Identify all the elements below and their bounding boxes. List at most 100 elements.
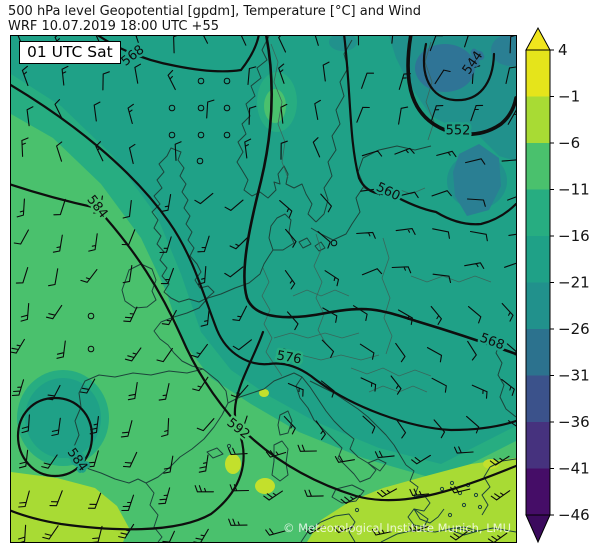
geopotential-contour-568 <box>97 36 260 73</box>
ne-cold-core <box>415 44 475 92</box>
colorbar-segment <box>526 143 550 190</box>
sw-low-cold-core <box>25 378 101 458</box>
calm-wind-circle <box>223 131 231 139</box>
calm-wind-circle <box>197 104 205 112</box>
geopotential-contour-568 <box>243 36 516 356</box>
coastline <box>295 376 377 483</box>
colorbar-arrow-bottom <box>525 514 551 544</box>
colorbar-segment <box>526 189 550 237</box>
valid-time-badge: 01 UTC Sat <box>19 41 121 64</box>
coastline <box>331 484 365 504</box>
calm-wind-circle <box>223 104 231 112</box>
calm-wind-circle <box>223 77 231 85</box>
country-border <box>261 267 283 377</box>
island-dot <box>461 502 467 508</box>
geopotential-contour-576 <box>11 83 516 432</box>
figure-subtitle: WRF 10.07.2019 18:00 UTC +55 <box>8 19 219 34</box>
calm-wind-circle <box>330 239 338 247</box>
calm-wind-circle <box>87 312 95 320</box>
colorbar-tick-label: −11 <box>558 181 590 199</box>
island-dot <box>447 512 453 518</box>
island-dot <box>354 507 360 513</box>
calm-wind-circle <box>87 345 95 353</box>
colorbar-segment <box>526 422 550 469</box>
colorbar-segment <box>526 96 550 144</box>
country-border <box>410 275 492 283</box>
colorbar-tick-label: −41 <box>558 460 590 478</box>
coastline <box>206 447 224 459</box>
colorbar-segment <box>526 375 550 423</box>
coastline <box>121 263 157 309</box>
coastline <box>380 527 516 542</box>
geopotential-contour-552 <box>406 36 516 137</box>
watermark: © Meteorological Institute Munich, LMU <box>282 521 511 535</box>
colorbar-tick-label: 4 <box>558 41 568 59</box>
warm-yellowgreen-sw <box>11 472 129 542</box>
coastline <box>315 39 353 223</box>
coastline <box>207 249 274 299</box>
coastline <box>310 157 365 241</box>
country-border <box>381 237 393 355</box>
colorbar-tick-label: −1 <box>558 88 580 106</box>
coastline <box>300 513 356 542</box>
country-border <box>350 367 432 377</box>
colorbar-tick-label: −6 <box>558 134 580 152</box>
coastline <box>405 464 445 524</box>
island-dot <box>449 480 455 486</box>
colorbar-segment <box>526 236 550 283</box>
island-dot <box>226 443 232 449</box>
colorbar-tick-label: −36 <box>558 413 590 431</box>
coastline <box>153 297 209 370</box>
island-dot <box>477 504 483 510</box>
coastline <box>227 372 303 404</box>
calm-wind-circle <box>197 77 205 85</box>
colorbar-segment <box>526 50 550 97</box>
figure-title: 500 hPa level Geopotential [gpdm], Tempe… <box>8 4 421 19</box>
island-dot <box>439 486 445 492</box>
geopotential-contour-584 <box>16 396 94 478</box>
country-border <box>270 43 289 179</box>
yellow-blob-4 <box>483 459 499 469</box>
colorbar-tick-label: −31 <box>558 367 590 385</box>
calm-wind-circle <box>197 131 205 139</box>
colorbar-tick-label: −26 <box>558 320 590 338</box>
coastline <box>407 508 429 528</box>
geopotential-contour-560 <box>343 36 516 226</box>
coastline <box>72 368 229 484</box>
coastline <box>271 440 289 482</box>
colorbar-segment <box>526 282 550 330</box>
colorbar-tick-label: −16 <box>558 227 590 245</box>
country-border <box>273 332 360 339</box>
ne-corner-cold <box>491 36 516 66</box>
small-cold-top <box>329 36 357 51</box>
temperature-colorbar: 4 −1 −6 −11 −16 −21 −26 −31 −36 −41 −46 <box>525 26 590 544</box>
country-border <box>313 233 327 345</box>
warm-yellowgreen-se <box>307 458 516 542</box>
colorbar-segment <box>526 329 550 376</box>
yellow-blob-1 <box>225 454 241 474</box>
colorbar-tick-label: −46 <box>558 506 590 524</box>
calm-wind-circle <box>168 104 176 112</box>
coastline <box>367 458 387 472</box>
contour-label-552: 552 <box>446 124 471 139</box>
yellow-blob-2 <box>255 478 275 494</box>
colorbar-tick-label: −21 <box>558 274 590 292</box>
calm-wind-circle <box>196 157 204 165</box>
coastline <box>481 466 491 516</box>
colorbar-arrow-top <box>525 26 551 51</box>
calm-wind-circle <box>168 131 176 139</box>
coastline <box>277 410 293 436</box>
country-border <box>292 289 350 297</box>
map-canvas: 01 UTC Sat © Meteorological Institute Mu… <box>10 35 517 543</box>
geopotential-contour-544 <box>422 42 496 102</box>
coastline <box>495 342 516 418</box>
coastline <box>268 213 295 251</box>
coastline <box>309 380 407 466</box>
geopotential-contour-592 <box>11 330 265 531</box>
east-cold-core <box>453 144 501 216</box>
coastline <box>298 237 312 249</box>
coastline <box>145 482 163 542</box>
coastline <box>236 36 317 223</box>
yellow-blob-3 <box>259 389 269 397</box>
